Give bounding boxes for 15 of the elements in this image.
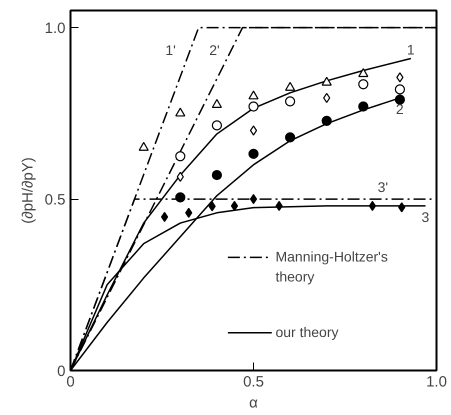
series-label: 2' bbox=[209, 42, 220, 58]
y-axis-title: (∂pH/∂pY) bbox=[20, 157, 37, 224]
y-tick-label: 1.0 bbox=[44, 20, 66, 38]
annotation: Manning-Holtzer's theory bbox=[275, 248, 388, 284]
x-axis-title: α bbox=[249, 394, 258, 412]
y-tick-label: 0.5 bbox=[44, 192, 66, 209]
x-tick-label: 1.0 bbox=[426, 374, 447, 390]
series-label: 3 bbox=[422, 208, 430, 225]
series-label: 3' bbox=[378, 179, 388, 196]
series-label: 1' bbox=[165, 42, 176, 58]
series-label: 1 bbox=[406, 42, 415, 58]
series-label: 2 bbox=[396, 100, 404, 117]
x-tick-label: 0.5 bbox=[243, 374, 264, 390]
annotation: our theory bbox=[275, 324, 339, 340]
y-tick-label: 0 bbox=[57, 363, 66, 380]
